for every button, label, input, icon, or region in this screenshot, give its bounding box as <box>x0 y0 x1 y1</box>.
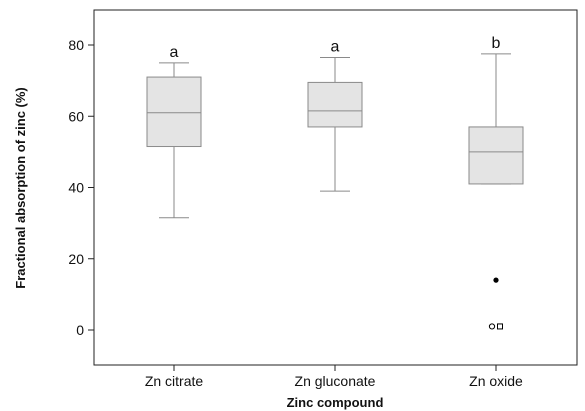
x-tick-label: Zn oxide <box>469 373 523 389</box>
x-tick-label: Zn citrate <box>145 373 204 389</box>
significance-letter: a <box>170 44 179 61</box>
y-tick-label: 20 <box>68 251 84 267</box>
box-group: a <box>146 44 202 219</box>
y-tick-label: 80 <box>68 37 84 53</box>
iqr-box <box>468 126 524 185</box>
y-tick-label: 0 <box>76 322 84 338</box>
y-axis-label: Fractional absorption of zinc (%) <box>13 87 28 289</box>
significance-letter: a <box>331 38 340 55</box>
outlier-filled-circle <box>493 277 499 283</box>
y-axis-ticks: 0 20 40 60 80 <box>68 37 94 338</box>
significance-letter: b <box>492 35 501 52</box>
iqr-box <box>146 76 202 148</box>
x-tick-label: Zn gluconate <box>295 373 376 389</box>
x-axis-ticks: Zn citrate Zn gluconate Zn oxide <box>145 365 523 389</box>
outlier-open-square <box>497 323 503 330</box>
box-group: b <box>468 35 524 330</box>
y-tick-label: 60 <box>68 108 84 124</box>
y-tick-label: 40 <box>68 180 84 196</box>
box-group: a <box>307 38 363 192</box>
iqr-box <box>307 81 363 128</box>
x-axis-label: Zinc compound <box>287 395 384 410</box>
outlier-open-circle <box>488 323 496 330</box>
